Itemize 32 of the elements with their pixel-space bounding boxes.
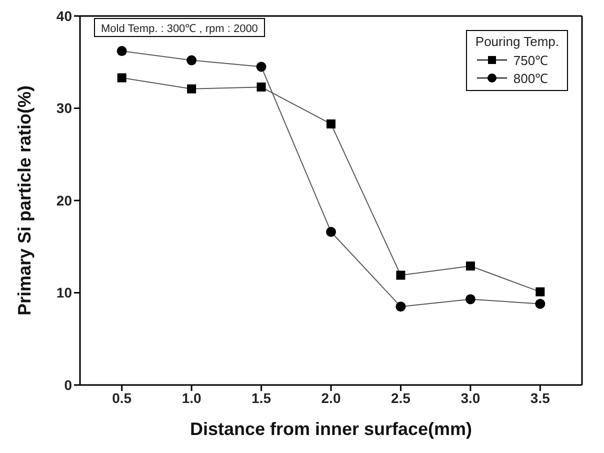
- point: [256, 82, 266, 92]
- point: [187, 84, 196, 94]
- y-axis-title: Primary Si particle ratio(%): [14, 85, 34, 316]
- point: [535, 298, 546, 309]
- y-tick-label: 10: [56, 284, 72, 301]
- point: [256, 62, 266, 72]
- x-tick-label: 1.0: [182, 390, 202, 406]
- y-tick-label: 0: [64, 376, 72, 393]
- legend-title: Pouring Temp.: [475, 34, 559, 49]
- legend-label: 800℃: [513, 70, 548, 87]
- point: [326, 119, 336, 128]
- annotation: Mold Temp. : 300℃ , rpm : 2000: [94, 18, 265, 37]
- point: [326, 226, 336, 237]
- x-tick-label: 3.5: [530, 390, 550, 406]
- x-tick-label: 2.5: [390, 390, 411, 406]
- x-tick-label: 0.5: [112, 390, 132, 406]
- legend-label: 750℃: [513, 52, 548, 69]
- point: [116, 46, 127, 56]
- x-tick-label: 2.0: [321, 390, 341, 406]
- x-tick-label: 3.0: [460, 390, 480, 406]
- point: [465, 294, 476, 304]
- x-axis-title: Distance from inner surface(mm): [190, 419, 472, 439]
- point: [536, 287, 545, 296]
- y-tick-label: 30: [56, 100, 72, 116]
- x-tick-label: 1.5: [252, 390, 272, 406]
- point: [466, 261, 475, 270]
- point: [186, 55, 197, 66]
- y-tick-label: 20: [56, 192, 72, 208]
- point: [396, 270, 406, 280]
- y-tick-label: 40: [56, 8, 72, 24]
- point: [396, 302, 406, 312]
- point: [117, 73, 126, 82]
